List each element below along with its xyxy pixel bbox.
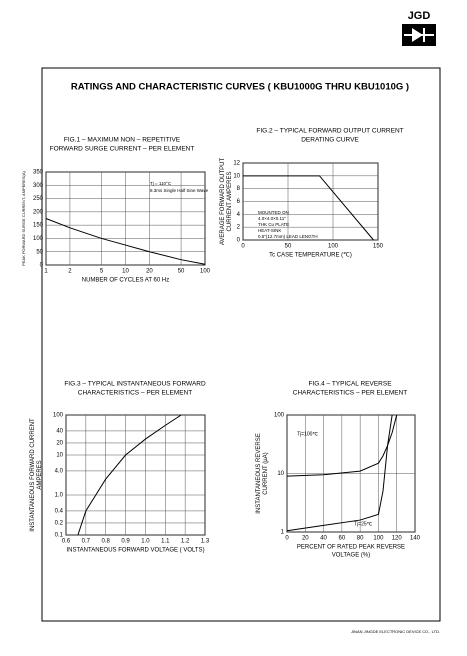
y-axis-label: INSTANTANEOUS FORWARD CURRENT	[30, 418, 36, 532]
x-tick-label: 0	[241, 244, 245, 250]
y-tick-label: 0	[40, 263, 44, 269]
x-axis-label: NUMBER OF CYCLES AT 60 Hz	[82, 278, 169, 284]
chart-title: FIG.1 – MAXIMUM NON – REPETITIVE	[64, 137, 181, 144]
y-tick-label: 50	[36, 249, 43, 255]
x-tick-label: 1.1	[161, 539, 170, 545]
x-tick-label: 60	[339, 536, 346, 542]
y-tick-label: 10	[233, 173, 240, 179]
chart-title: FIG.4 – TYPICAL REVERSE	[308, 381, 392, 388]
x-tick-label: 10	[122, 269, 129, 275]
y-tick-label: 250	[33, 196, 44, 202]
chart-title: CHARACTERISTICS – PER ELEMENT	[78, 390, 193, 397]
data-line	[286, 414, 398, 477]
annotation: THK Cu PLATE	[258, 222, 289, 227]
chart-title: CHARACTERISTICS – PER ELEMENT	[293, 390, 408, 397]
data-line	[45, 218, 206, 265]
x-tick-label: 1.2	[181, 539, 190, 545]
y-tick-label: 1.0	[55, 493, 64, 499]
x-tick-label: 100	[373, 536, 384, 542]
x-tick-label: 120	[392, 536, 403, 542]
chart-title: FIG.3 – TYPICAL INSTANTANEOUS FORWARD	[64, 381, 206, 388]
x-tick-label: 150	[373, 244, 384, 250]
annotation: HEAT-SINK	[258, 228, 281, 233]
x-axis-label: PERCENT OF RATED PEAK REVERSE	[297, 545, 405, 551]
y-tick-label: 1	[281, 530, 285, 536]
x-tick-label: 5	[100, 269, 104, 275]
y-tick-label: 300	[33, 183, 44, 189]
x-tick-label: 0	[285, 536, 289, 542]
x-tick-label: 0.6	[62, 539, 71, 545]
x-tick-label: 20	[302, 536, 309, 542]
x-tick-label: 1.0	[141, 539, 150, 545]
x-tick-label: 1.3	[201, 539, 210, 545]
y-tick-label: 40	[56, 428, 63, 434]
logo-icon	[402, 24, 436, 46]
x-tick-label: 40	[320, 536, 327, 542]
y-tick-label: 0.4	[55, 508, 64, 514]
page-title: RATINGS AND CHARACTERISTIC CURVES ( KBU1…	[71, 82, 409, 93]
x-tick-label: 0.9	[121, 539, 130, 545]
y-tick-label: 100	[53, 413, 64, 419]
footer: JINAN JINGDE ELECTRONIC DEVICE CO., LTD.	[351, 629, 440, 634]
x-axis-label: VOLTAGE (%)	[332, 553, 370, 559]
x-axis-label: Tc CASE TEMPERATURE (℃)	[269, 253, 352, 259]
y-tick-label: 6	[237, 199, 241, 205]
y-tick-label: 4.0	[55, 468, 64, 474]
y-axis-label: CURRENT (µA)	[263, 452, 269, 494]
y-tick-label: 8	[237, 186, 241, 192]
x-tick-label: 50	[178, 269, 185, 275]
annotation: MOUNTED ON	[258, 210, 289, 215]
y-tick-label: 4	[237, 212, 241, 218]
y-tick-label: 150	[33, 223, 44, 229]
y-tick-label: 0.1	[55, 533, 64, 539]
annotation: 8.3ms Single Half Sine Wave	[150, 188, 209, 193]
y-axis-label: CURRENT AMPERES	[227, 172, 233, 232]
y-tick-label: 100	[33, 236, 44, 242]
series-label: Tj=100℃	[297, 431, 318, 437]
y-tick-label: 2	[237, 225, 241, 231]
y-tick-label: 0.2	[55, 521, 64, 527]
chart-title: FIG.2 – TYPICAL FORWARD OUTPUT CURRENT	[256, 128, 403, 135]
x-tick-label: 2	[68, 269, 72, 275]
annotation: 0.5"(12.7mm) LEAD LENGTH	[258, 234, 318, 239]
chart-title: DERATING CURVE	[301, 137, 359, 144]
x-axis-label: INSTANTANEOUS FORWARD VOLTAGE ( VOLTS)	[66, 548, 204, 554]
x-tick-label: 50	[285, 244, 292, 250]
y-tick-label: 0	[237, 238, 241, 244]
x-tick-label: 140	[410, 536, 421, 542]
y-tick-label: 350	[33, 170, 44, 176]
y-tick-label: 200	[33, 209, 44, 215]
chart-title: FORWARD SURGE CURRENT – PER ELEMENT	[50, 146, 195, 153]
data-line	[286, 414, 393, 532]
series-label: Tj=25℃	[354, 521, 373, 527]
x-tick-label: 100	[328, 244, 339, 250]
y-tick-label: 12	[233, 161, 240, 167]
y-tick-label: 10	[56, 453, 63, 459]
y-axis-label: PEAK FORWARD SURGE CURRENT, AMPERES(A)	[21, 170, 26, 265]
y-tick-label: 10	[277, 471, 284, 477]
x-tick-label: 0.8	[102, 539, 111, 545]
y-axis-label: INSTANTANEOUS REVERSE	[256, 433, 262, 513]
x-tick-label: 100	[200, 269, 211, 275]
y-tick-label: 100	[274, 413, 285, 419]
annotation: 4.0×4.0×0.11"	[258, 216, 286, 221]
y-tick-label: 20	[56, 441, 63, 447]
x-tick-label: 1	[44, 269, 48, 275]
data-line	[77, 414, 182, 536]
x-tick-label: 20	[146, 269, 153, 275]
logo-text: JGD	[408, 10, 431, 22]
data-line	[243, 175, 374, 241]
x-tick-label: 80	[357, 536, 364, 542]
annotation: Tj = 110°C	[150, 181, 172, 186]
page-border	[41, 67, 441, 622]
y-axis-label: AVERAGE FORWARD OUTPUT	[220, 158, 226, 246]
y-axis-label: AMPERES	[37, 460, 43, 489]
x-tick-label: 0.7	[82, 539, 91, 545]
